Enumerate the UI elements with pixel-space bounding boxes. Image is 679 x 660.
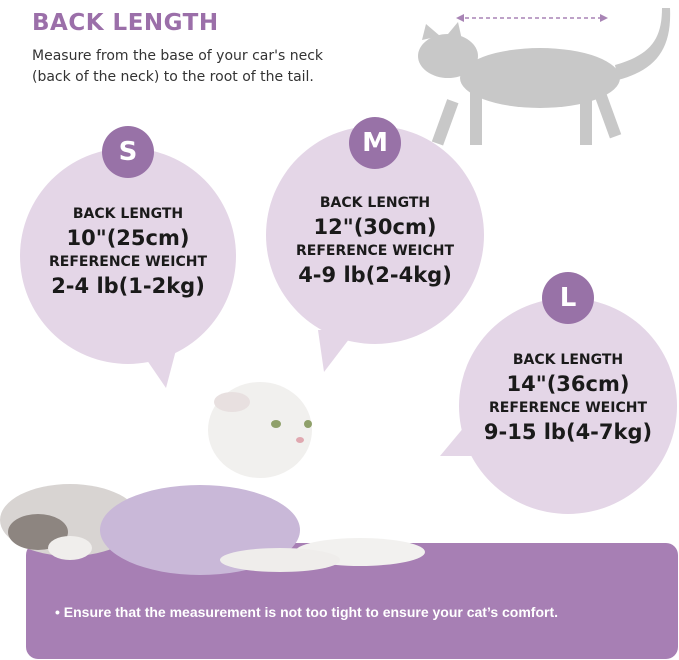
weight-label: REFERENCE WEICHT: [489, 400, 647, 416]
weight-value: 2-4 lb(1-2kg): [51, 274, 205, 298]
measure-description: Measure from the base of your car's neck…: [32, 46, 323, 88]
size-l-bubble: [459, 298, 677, 514]
back-length-label: BACK LENGTH: [512, 352, 624, 368]
weight-value: 9-15 lb(4-7kg): [483, 420, 653, 444]
size-s-bubble: [20, 148, 236, 364]
description-line: (back of the neck) to the root of the ta…: [32, 69, 314, 85]
weight-label: REFERENCE WEICHT: [296, 243, 454, 259]
size-m-info: BACK LENGTH 12"(30cm) REFERENCE WEICHT 4…: [266, 193, 484, 289]
size-l-info: BACK LENGTH 14"(36cm) REFERENCE WEICHT 9…: [459, 350, 677, 446]
size-l-badge: L: [542, 272, 594, 324]
weight-label: REFERENCE WEICHT: [49, 254, 207, 270]
page-title: BACK LENGTH: [32, 10, 219, 36]
back-length-label: BACK LENGTH: [72, 206, 184, 222]
size-s-info: BACK LENGTH 10"(25cm) REFERENCE WEICHT 2…: [20, 204, 236, 300]
bubble-tail: [440, 420, 476, 456]
back-length-label: BACK LENGTH: [319, 195, 431, 211]
bubble-tail: [140, 350, 176, 388]
description-line: Measure from the base of your car's neck: [32, 48, 324, 64]
cat-silhouette-icon: [418, 8, 671, 146]
cat-photo: [0, 382, 425, 575]
back-length-value: 14"(36cm): [506, 372, 630, 396]
size-m-badge: M: [349, 117, 401, 169]
footer-note: • Ensure that the measurement is not too…: [55, 604, 559, 620]
bubble-tail: [318, 330, 356, 372]
size-s-badge: S: [102, 126, 154, 178]
back-length-value: 12"(30cm): [313, 215, 437, 239]
back-length-value: 10"(25cm): [66, 226, 190, 250]
weight-value: 4-9 lb(2-4kg): [298, 263, 452, 287]
